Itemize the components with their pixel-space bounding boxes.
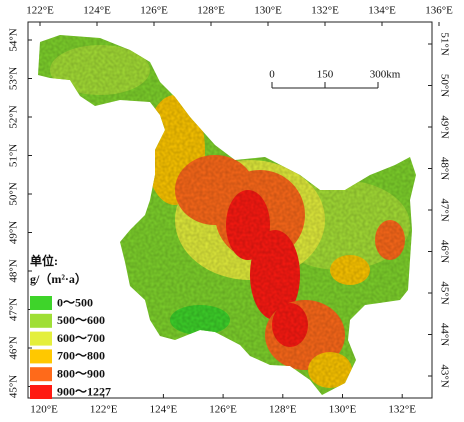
scale-label: 150 xyxy=(317,69,334,81)
legend-title: 单位: xyxy=(30,253,58,268)
latitude-label: 50°N xyxy=(438,74,450,97)
legend-swatch xyxy=(30,296,52,310)
longitude-label: 124°E xyxy=(150,404,178,416)
longitude-label: 120°E xyxy=(30,404,58,416)
longitude-label: 128°E xyxy=(269,404,297,416)
latitude-label: 52°N xyxy=(8,105,20,128)
latitude-label: 50°N xyxy=(8,182,20,205)
scale-label: 0 xyxy=(269,69,275,81)
legend-label: 500～600 xyxy=(57,313,105,327)
longitude-label: 124°E xyxy=(83,5,111,17)
legend-label: 600～700 xyxy=(57,331,105,345)
longitude-label: 130°E xyxy=(329,404,357,416)
latitude-label: 45°N xyxy=(8,375,20,398)
scale-label: 300km xyxy=(370,69,401,81)
latitude-label: 51°N xyxy=(8,144,20,167)
latitude-label: 47°N xyxy=(8,298,20,321)
legend-label: 0～500 xyxy=(57,295,93,309)
longitude-label: 136°E xyxy=(425,5,453,17)
latitude-label: 49°N xyxy=(8,221,20,244)
latitude-label: 45°N xyxy=(438,281,450,304)
latitude-label: 54°N xyxy=(8,28,20,51)
latitude-label: 53°N xyxy=(8,67,20,90)
longitude-label: 122°E xyxy=(90,404,118,416)
legend-swatch xyxy=(30,385,52,399)
legend-label: 800～900 xyxy=(57,366,105,380)
latitude-label: 46°N xyxy=(438,240,450,263)
longitude-label: 122°E xyxy=(26,5,54,17)
legend-swatch xyxy=(30,313,52,328)
legend-label: 700～800 xyxy=(57,349,105,363)
latitude-label: 51°N xyxy=(438,32,450,55)
latitude-label: 48°N xyxy=(438,157,450,180)
longitude-label: 130°E xyxy=(254,5,282,17)
legend-swatch xyxy=(30,349,52,364)
longitude-label: 128°E xyxy=(197,5,225,17)
longitude-label: 126°E xyxy=(209,404,237,416)
latitude-label: 47°N xyxy=(438,198,450,221)
longitude-label: 132°E xyxy=(311,5,339,17)
scale-bar: 0 150 300km xyxy=(269,69,401,89)
legend-swatch xyxy=(30,367,52,382)
longitude-label: 126°E xyxy=(140,5,168,17)
longitude-label: 134°E xyxy=(368,5,396,17)
latitude-label: 43°N xyxy=(438,364,450,387)
legend-swatch xyxy=(30,331,52,346)
latitude-label: 46°N xyxy=(8,336,20,359)
latitude-label: 44°N xyxy=(438,323,450,346)
legend-unit: g/（m²·a） xyxy=(30,271,87,286)
latitude-label: 48°N xyxy=(8,259,20,282)
latitude-label: 49°N xyxy=(438,115,450,138)
longitude-label: 132°E xyxy=(388,404,416,416)
legend-label: 900～1227 xyxy=(57,384,111,398)
